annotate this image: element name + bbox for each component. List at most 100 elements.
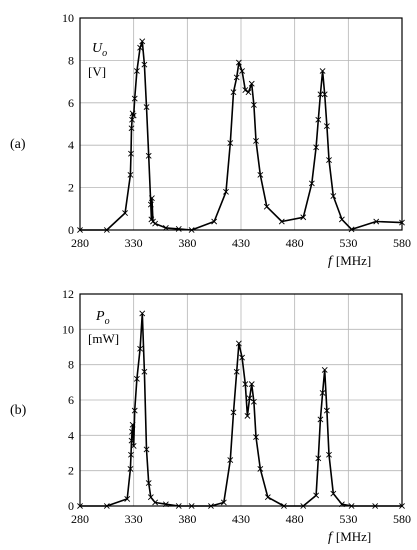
data-point-marker: [315, 455, 322, 462]
y-tick-label: 8: [68, 53, 74, 67]
data-point-marker: [338, 216, 345, 223]
x-axis-symbol: f: [328, 530, 334, 545]
data-point-marker: [233, 368, 240, 375]
grid-lines: [79, 17, 403, 231]
data-point-marker: [321, 91, 328, 98]
y-axis-label-symbol: Uo: [92, 41, 107, 59]
x-axis-label: f [MHz]: [328, 529, 371, 545]
data-point-marker: [137, 44, 144, 51]
data-point-marker: [133, 68, 140, 74]
data-point-marker: [141, 368, 148, 375]
data-point-marker: [128, 451, 134, 458]
data-point-marker: [248, 80, 255, 87]
data-point-marker: [227, 457, 234, 463]
y-axis-subscript: o: [102, 48, 107, 59]
data-point-marker: [250, 398, 257, 405]
data-point-marker: [143, 104, 150, 110]
data-point-marker: [239, 354, 245, 361]
data-point-marker: [300, 503, 307, 509]
data-point-marker: [77, 503, 83, 509]
data-point-marker: [323, 407, 330, 414]
data-point-marker: [124, 496, 131, 502]
x-tick-label: 530: [339, 236, 357, 250]
x-tick-labels: 280 330 380 430 480 530 580: [71, 236, 411, 250]
data-point-marker: [128, 125, 135, 132]
data-point-marker: [230, 89, 237, 96]
data-point-marker: [188, 503, 195, 509]
data-point-marker: [264, 494, 271, 501]
data-point-marker: [313, 492, 320, 499]
data-point-marker: [188, 227, 195, 233]
data-point-marker: [373, 218, 380, 225]
data-point-marker: [122, 210, 128, 216]
data-point-marker: [139, 310, 146, 317]
data-point-marker: [313, 144, 320, 151]
data-point-marker: [141, 61, 148, 68]
data-point-marker: [77, 227, 83, 233]
x-tick-label: 430: [232, 236, 250, 250]
data-point-marker: [281, 503, 287, 509]
data-point-marker: [253, 138, 259, 144]
chart-panel-a: 0 2 4 6 8 10 280 330 380 430 480 530 580 (a) Uo [V]…: [10, 11, 411, 269]
data-point-marker: [131, 407, 138, 414]
data-point-marker: [235, 59, 242, 66]
data-point-marker: [317, 91, 324, 98]
data-point-marker: [147, 494, 154, 501]
data-point-marker: [143, 446, 150, 453]
data-point-marker: [399, 219, 405, 226]
data-point-marker: [152, 499, 159, 506]
y-tick-label: 0: [68, 499, 74, 513]
data-point-marker: [239, 68, 245, 74]
x-tick-label: 530: [339, 512, 357, 526]
data-point-marker: [326, 157, 332, 163]
data-point-marker: [317, 416, 324, 423]
y-tick-label: 10: [62, 322, 74, 336]
data-point-marker: [246, 395, 253, 402]
data-point-marker: [348, 503, 355, 509]
data-point-marker: [148, 195, 155, 202]
data-point-marker: [242, 381, 249, 388]
data-point-marker: [103, 227, 110, 233]
data-point-marker: [348, 226, 355, 233]
x-axis-unit: [MHz]: [336, 529, 371, 544]
data-point-marker: [227, 140, 234, 146]
data-point-marker: [372, 503, 379, 509]
data-point-marker: [147, 201, 154, 208]
y-axis-symbol: U: [92, 41, 103, 56]
data-point-marker: [263, 203, 270, 210]
y-tick-label: 4: [68, 138, 74, 152]
x-tick-label: 580: [393, 512, 411, 526]
x-tick-label: 280: [71, 512, 89, 526]
data-point-marker: [330, 490, 337, 497]
data-point-marker: [162, 501, 169, 508]
data-point-marker: [131, 95, 138, 102]
plot-frame: [79, 293, 403, 507]
data-point-marker: [253, 434, 259, 441]
data-point-marker: [130, 443, 137, 449]
y-axis-unit: [V]: [88, 64, 106, 79]
plot-frame: [79, 17, 403, 231]
x-tick-label: 380: [178, 512, 196, 526]
data-point-marker: [145, 152, 152, 159]
series-line: [80, 312, 402, 507]
data-point-marker: [127, 171, 134, 178]
x-axis-symbol: f: [328, 254, 334, 269]
data-point-marker: [323, 123, 330, 130]
data-point-marker: [319, 390, 326, 396]
data-point-marker: [145, 480, 152, 486]
y-tick-label: 2: [68, 181, 74, 195]
plot-area: [79, 17, 403, 231]
x-tick-labels: 280 330 380 430 480 530 580: [71, 512, 411, 526]
y-axis-unit: [mW]: [88, 331, 119, 346]
data-point-marker: [129, 428, 135, 435]
data-point-marker: [175, 226, 182, 232]
series-path: [80, 312, 402, 507]
data-point-marker: [175, 503, 182, 509]
data-point-marker: [257, 171, 264, 178]
x-tick-label: 430: [232, 512, 250, 526]
y-tick-label: 12: [62, 287, 74, 301]
x-tick-label: 480: [286, 236, 304, 250]
data-point-marker: [220, 499, 227, 506]
plot-area: [79, 293, 403, 507]
